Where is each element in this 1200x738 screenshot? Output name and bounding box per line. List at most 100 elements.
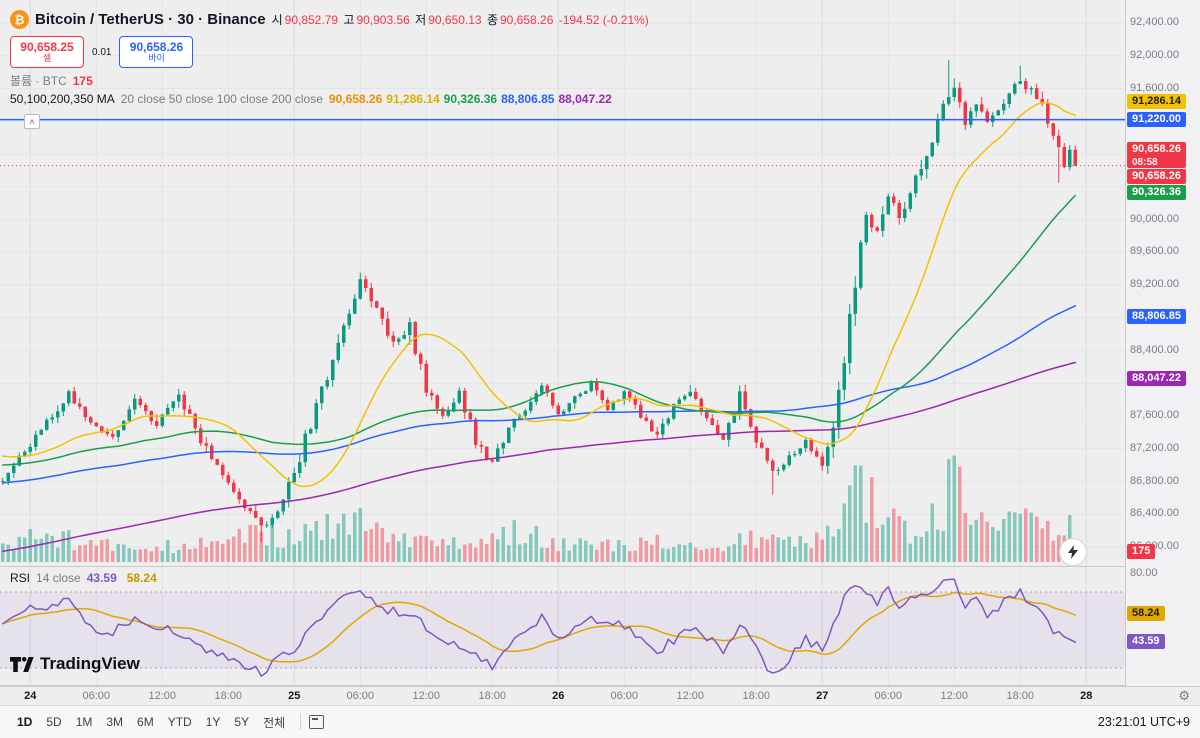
price-tick-label: 87,200.00 [1130, 441, 1179, 454]
range-button-1d[interactable]: 1D [17, 715, 33, 729]
time-label: 25 [288, 690, 301, 702]
lightning-button[interactable] [1059, 538, 1087, 566]
bottom-toolbar: 1D 5D 1M 3M 6M YTD 1Y 5Y 전체 23:21:01 UTC+9 [0, 705, 1200, 738]
bitcoin-icon: ₿ [10, 10, 29, 29]
time-label: 06:00 [82, 690, 111, 702]
price-tick-label: 86,400.00 [1130, 507, 1179, 520]
high-label: 고 [343, 13, 355, 27]
volume-label: 볼륨 · BTC [10, 74, 67, 88]
price-tick-label: 90,000.00 [1130, 212, 1179, 225]
high-value: 90,903.56 [356, 13, 410, 27]
ma100-price-label: 88,806.85 [1127, 309, 1186, 325]
time-label: 12:00 [412, 690, 441, 702]
range-button-1m[interactable]: 1M [75, 715, 93, 729]
volume-value: 175 [72, 73, 93, 88]
clock[interactable]: 23:21:01 UTC+9 [1097, 715, 1190, 729]
low-label: 저 [415, 13, 427, 27]
chevron-up-icon[interactable]: ˄ [24, 114, 40, 129]
buy-button[interactable]: 90,658.26 바이 [119, 36, 194, 68]
price-tick-label: 92,400.00 [1130, 16, 1179, 28]
time-label: 12:00 [676, 690, 705, 702]
volume-axis-label: 175 [1127, 544, 1156, 559]
rsi-indicator-params: 14 close [36, 571, 81, 585]
gear-icon[interactable]: ⚙ [1178, 688, 1190, 703]
time-label: 27 [816, 690, 829, 702]
time-label: 26 [552, 690, 565, 702]
rsi-ma-value: 58.24 [126, 571, 157, 585]
rsi-value-label: 43.59 [1127, 634, 1165, 650]
ma-indicator-values: 90,658.26 91,286.14 90,326.36 88,806.85 88,0… [329, 92, 616, 106]
time-label: 18:00 [214, 690, 243, 702]
price-tick-label: 92,000.00 [1130, 48, 1179, 61]
lightning-icon [1068, 545, 1078, 559]
toolbar-divider [300, 714, 302, 730]
order-panel: 90,658.25 셀 0.01 90,658.26 바이 [10, 36, 194, 68]
time-label: 06:00 [610, 690, 639, 702]
rsi-tick-label: 80.00 [1130, 567, 1158, 579]
range-button-전체[interactable]: 전체 [263, 715, 286, 730]
open-value: 90,852.79 [284, 13, 339, 27]
price-tick-label: 89,200.00 [1130, 278, 1179, 290]
rsi-ma-label: 58.24 [1127, 606, 1165, 622]
range-button-1y[interactable]: 1Y [205, 715, 221, 729]
change-value: -194.52 (-0.21%) [558, 13, 649, 27]
volume-legend[interactable]: 볼륨 · BTC 175 [10, 72, 93, 89]
range-button-5d[interactable]: 5D [46, 715, 62, 729]
ma-value: 88,806.85 [501, 92, 555, 106]
sell-button[interactable]: 90,658.25 셀 [10, 36, 84, 68]
rsi-indicator-name: RSI [10, 571, 31, 585]
sell-price: 90,658.25 [20, 39, 74, 54]
low-value: 90,650.13 [428, 13, 482, 27]
rsi-indicator-legend[interactable]: RSI 14 close 43.59 58.24 [10, 571, 161, 585]
date-range-buttons: 1D 5D 1M 3M 6M YTD 1Y 5Y 전체 [10, 710, 292, 735]
tradingview-logo-text: TradingView [40, 654, 140, 673]
alert-price-label[interactable]: 91,220.00 [1127, 111, 1186, 127]
close-label: 종 [486, 13, 498, 27]
time-label: 18:00 [742, 690, 771, 702]
price-tick-label: 87,600.00 [1130, 409, 1179, 421]
range-button-ytd[interactable]: YTD [167, 715, 192, 729]
sell-label: 셀 [42, 52, 52, 63]
buy-label: 바이 [148, 52, 165, 63]
buy-price: 90,658.26 [129, 39, 184, 54]
ma-value: 88,047.22 [558, 92, 612, 106]
ma-indicator-legend[interactable]: 50,100,200,350 MA 20 close 50 close 100 … [10, 92, 616, 106]
symbol-title[interactable]: Bitcoin / TetherUS · 30 · Binance [35, 11, 266, 28]
range-button-5y[interactable]: 5Y [234, 715, 250, 729]
range-button-3m[interactable]: 3M [106, 715, 124, 729]
time-label: 06:00 [874, 690, 903, 702]
goto-date-icon[interactable] [309, 715, 325, 729]
ma50-price-label: 90,326.36 [1127, 184, 1186, 200]
price-tick-label: 91,600.00 [1130, 81, 1179, 94]
time-label: 24 [24, 690, 37, 702]
rsi-value: 43.59 [86, 571, 117, 585]
price-tick-label: 88,400.00 [1130, 343, 1179, 356]
ma-value: 90,658.26 [328, 92, 383, 106]
time-label: 18:00 [478, 690, 507, 702]
price-tick-label: 89,600.00 [1130, 245, 1179, 258]
ma-value: 90,326.36 [443, 92, 498, 106]
tradingview-logo[interactable]: TradingView [10, 654, 140, 674]
time-axis[interactable] [0, 686, 1200, 706]
ma200-price-label: 88,047.22 [1127, 371, 1186, 387]
time-label: 18:00 [1006, 690, 1035, 702]
ma-indicator-params: 20 close 50 close 100 close 200 close [120, 92, 323, 106]
time-label: 28 [1080, 690, 1093, 702]
range-button-6m[interactable]: 6M [137, 715, 154, 729]
order-price-label: 90,658.26 [1127, 168, 1186, 184]
time-label: 06:00 [346, 690, 375, 702]
ma-indicator-name: 50,100,200,350 MA [10, 92, 115, 106]
last-price-countdown-label: 90,658.26 08:58 [1127, 141, 1186, 168]
ohlc-values: 시 90,852.79 고 90,903.56 저 90,650.13 종 90,658… [272, 11, 651, 28]
price-tick-label: 86,800.00 [1130, 474, 1179, 487]
ma-value: 91,286.14 [386, 92, 440, 106]
symbol-legend: ₿ Bitcoin / TetherUS · 30 · Binance 시 90,… [10, 10, 651, 29]
time-label: 12:00 [940, 690, 969, 702]
time-label: 12:00 [148, 690, 177, 702]
open-label: 시 [271, 13, 283, 27]
close-value: 90,658.26 [500, 13, 554, 27]
ma20-price-label: 91,286.14 [1127, 94, 1186, 110]
